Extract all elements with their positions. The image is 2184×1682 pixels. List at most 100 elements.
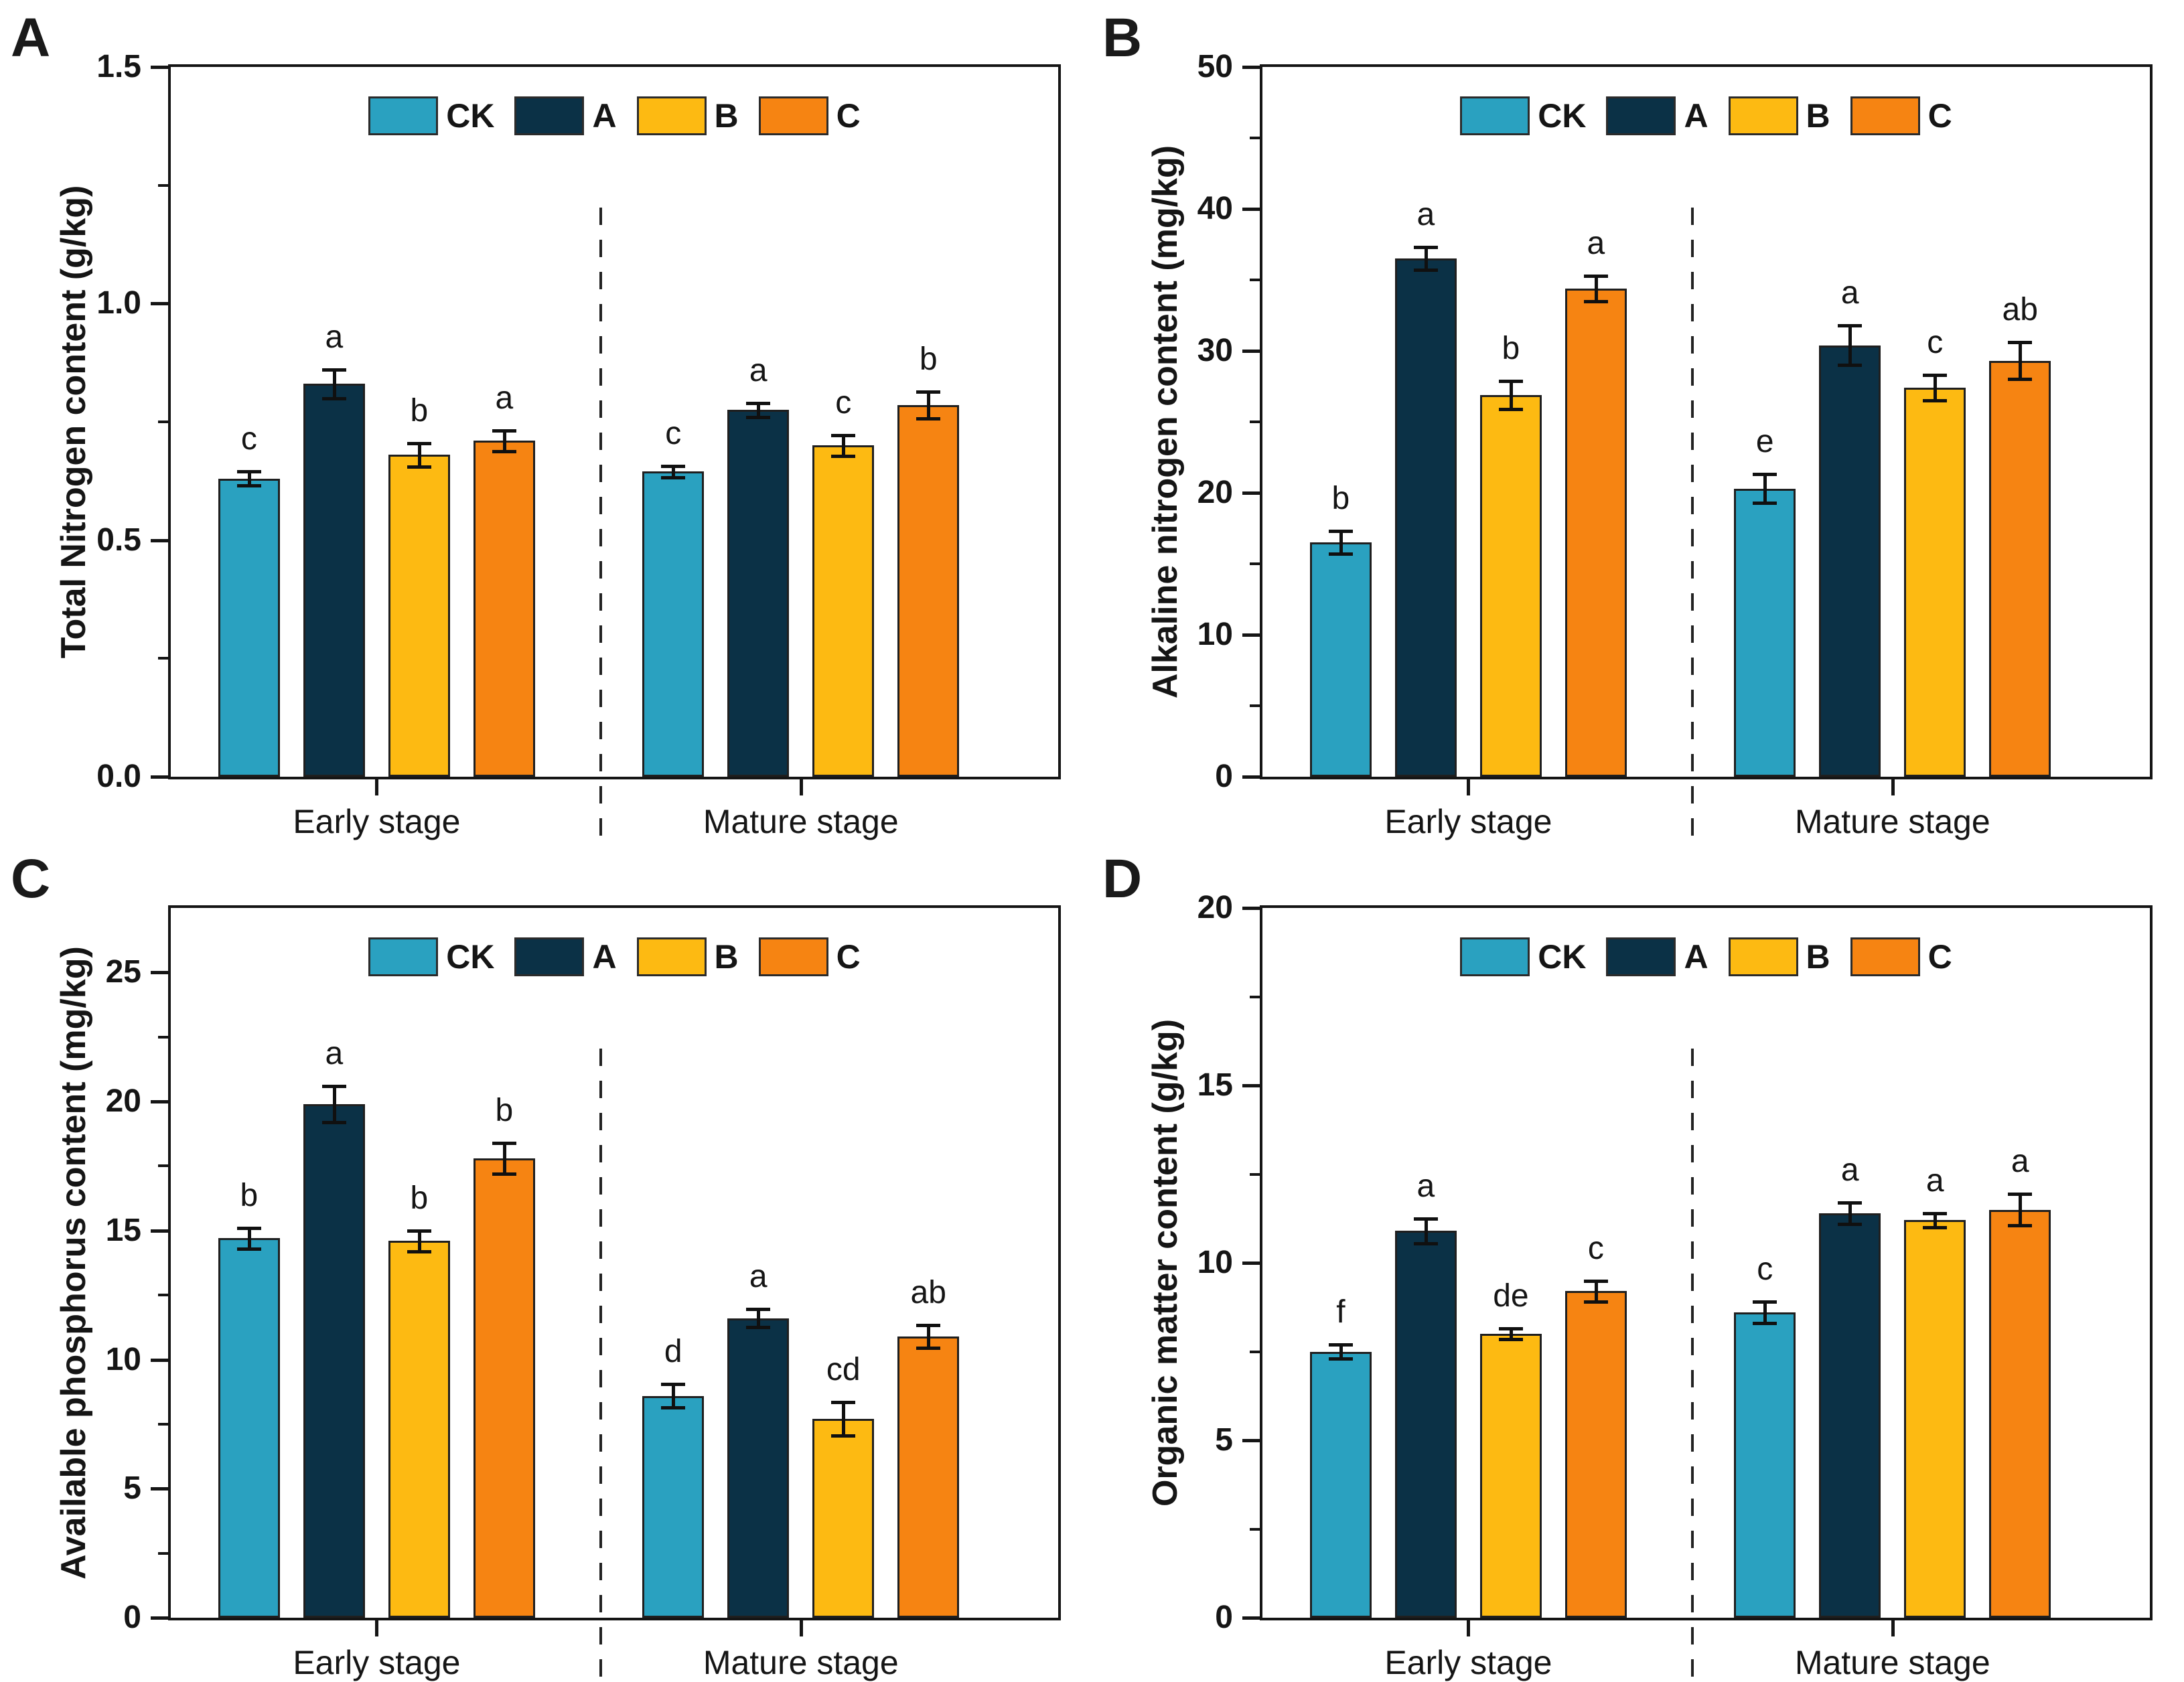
error-bar-cap-bottom bbox=[321, 396, 346, 400]
error-bar-line bbox=[1424, 1218, 1428, 1243]
legend-swatch-c bbox=[758, 937, 828, 976]
error-bar-cap-top bbox=[1923, 374, 1948, 378]
x-tick bbox=[375, 779, 379, 795]
y-tick-label: 10 bbox=[1197, 1245, 1233, 1280]
y-major-tick bbox=[151, 538, 168, 542]
y-axis-label-c: Available phosphorus content (mg/kg) bbox=[54, 946, 93, 1580]
error-bar-cap-top bbox=[321, 368, 346, 372]
y-tick-label: 50 bbox=[1197, 49, 1233, 84]
sig-letter: a bbox=[1587, 225, 1605, 261]
x-group-label: Mature stage bbox=[703, 803, 899, 840]
bar-early-ck bbox=[218, 478, 280, 777]
error-bar-line bbox=[1509, 1328, 1513, 1339]
error-bar-cap-bottom bbox=[1328, 1357, 1353, 1361]
sig-letter: f bbox=[1336, 1294, 1345, 1330]
sig-letter: a bbox=[2011, 1143, 2029, 1179]
legend-item-c: C bbox=[758, 937, 861, 976]
legend-label-ck: CK bbox=[446, 97, 495, 135]
sig-letter: a bbox=[1840, 275, 1859, 311]
legend-label-c: C bbox=[1927, 97, 1952, 135]
y-minor-tick bbox=[1250, 1350, 1260, 1353]
error-bar-cap-bottom bbox=[746, 415, 771, 419]
error-bar-cap-bottom bbox=[1498, 407, 1523, 411]
error-bar-cap-top bbox=[746, 1308, 771, 1312]
error-bar-cap-top bbox=[831, 433, 856, 437]
bar-early-a bbox=[303, 1103, 365, 1618]
stage-divider-dashed-line bbox=[1691, 208, 1694, 844]
legend-label-b: B bbox=[714, 97, 739, 135]
legend-swatch-b bbox=[636, 96, 707, 135]
sig-letter: a bbox=[1416, 1168, 1435, 1204]
y-tick-label: 30 bbox=[1197, 333, 1233, 368]
bar-early-ck bbox=[1309, 542, 1372, 777]
error-bar-line bbox=[1848, 325, 1852, 366]
error-bar-cap-top bbox=[1328, 1343, 1353, 1347]
legend-swatch-b bbox=[636, 937, 707, 976]
legend-item-b: B bbox=[636, 96, 739, 135]
plot-frame bbox=[1260, 905, 2153, 1620]
legend-label-b: B bbox=[1806, 97, 1830, 135]
x-group-label: Mature stage bbox=[703, 1644, 899, 1681]
x-group-label: Early stage bbox=[293, 1644, 461, 1681]
bar-mature-b bbox=[812, 1419, 875, 1618]
legend-label-ck: CK bbox=[446, 938, 495, 976]
y-tick-label: 20 bbox=[105, 1083, 141, 1120]
error-bar-cap-top bbox=[492, 1141, 516, 1145]
error-bar-line bbox=[1934, 375, 1938, 401]
sig-letter: ab bbox=[2002, 292, 2038, 328]
y-tick-label: 1.0 bbox=[96, 285, 141, 321]
bar-early-b bbox=[1479, 1334, 1542, 1618]
sig-letter: b bbox=[1331, 481, 1350, 517]
sig-letter: a bbox=[325, 319, 344, 356]
bar-mature-a bbox=[1819, 345, 1881, 777]
error-bar-cap-bottom bbox=[492, 449, 516, 453]
y-major-tick bbox=[1242, 66, 1260, 69]
bar-early-c bbox=[1564, 288, 1627, 777]
error-bar-cap-top bbox=[1753, 1300, 1777, 1304]
error-bar-cap-bottom bbox=[661, 1405, 686, 1409]
y-major-tick bbox=[151, 66, 168, 69]
error-bar-cap-top bbox=[1328, 530, 1353, 534]
legend-label-b: B bbox=[1806, 938, 1830, 976]
error-bar-cap-bottom bbox=[407, 1249, 431, 1253]
x-group-label: Early stage bbox=[293, 803, 461, 840]
legend-swatch-ck bbox=[1460, 96, 1530, 135]
error-bar-cap-bottom bbox=[1413, 269, 1438, 273]
y-major-tick bbox=[1242, 208, 1260, 211]
sig-letter: b bbox=[410, 1180, 429, 1216]
y-major-tick bbox=[151, 1487, 168, 1491]
legend-item-ck: CK bbox=[1460, 96, 1586, 135]
y-major-tick bbox=[1242, 1262, 1260, 1265]
error-bar-cap-bottom bbox=[916, 417, 941, 421]
legend-swatch-b bbox=[1728, 937, 1798, 976]
error-bar-cap-top bbox=[2008, 1192, 2033, 1196]
legend-item-b: B bbox=[1728, 937, 1830, 976]
error-bar-cap-top bbox=[916, 390, 941, 394]
bar-early-ck bbox=[1309, 1351, 1372, 1618]
sig-letter: c bbox=[240, 421, 257, 457]
error-bar-cap-bottom bbox=[321, 1120, 346, 1124]
error-bar-cap-top bbox=[1753, 473, 1777, 477]
error-bar-cap-bottom bbox=[1838, 1222, 1863, 1226]
legend-item-a: A bbox=[514, 937, 617, 976]
error-bar-cap-bottom bbox=[1583, 1300, 1608, 1304]
legend-swatch-c bbox=[758, 96, 828, 135]
error-bar-cap-top bbox=[236, 470, 261, 474]
bar-mature-a bbox=[1819, 1213, 1881, 1618]
y-minor-tick bbox=[158, 1035, 168, 1039]
error-bar-line bbox=[332, 370, 336, 398]
error-bar-cap-top bbox=[2008, 341, 2033, 345]
error-bar-line bbox=[417, 1230, 421, 1251]
bar-early-c bbox=[473, 441, 535, 777]
y-tick-label: 10 bbox=[1197, 617, 1233, 652]
bar-early-ck bbox=[218, 1238, 280, 1618]
error-bar-line bbox=[1848, 1202, 1852, 1224]
error-bar-cap-top bbox=[831, 1401, 856, 1405]
error-bar-cap-bottom bbox=[2008, 378, 2033, 382]
error-bar-cap-bottom bbox=[236, 1247, 261, 1251]
sig-letter: c bbox=[1587, 1230, 1604, 1266]
error-bar-cap-top bbox=[661, 1383, 686, 1387]
error-bar-cap-top bbox=[407, 1229, 431, 1233]
y-tick-label: 15 bbox=[105, 1212, 141, 1248]
bar-early-a bbox=[303, 384, 365, 777]
